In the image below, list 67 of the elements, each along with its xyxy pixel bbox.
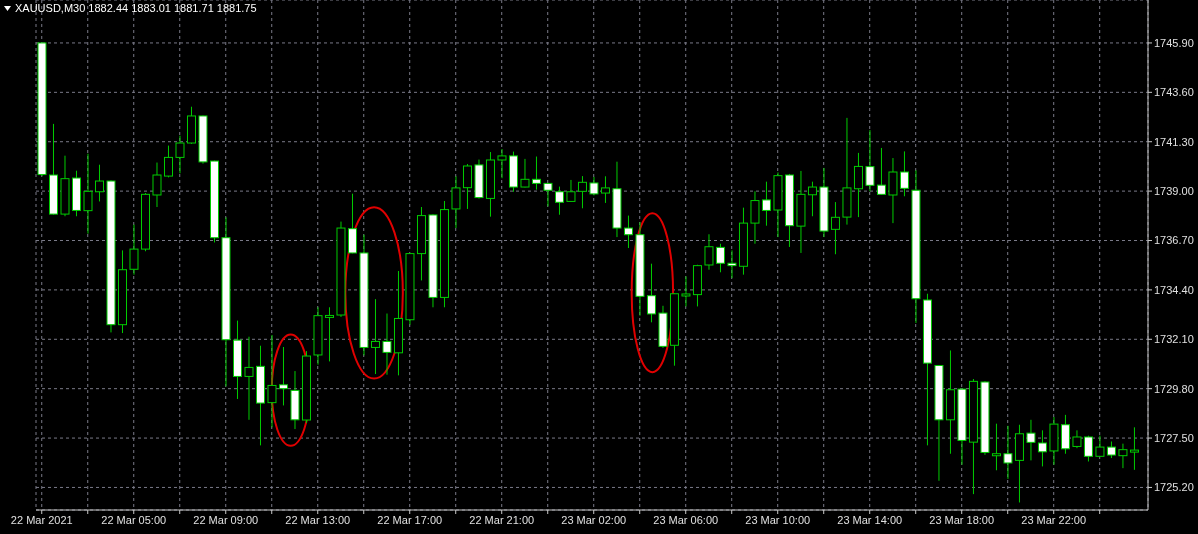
x-tick-label: 23 Mar 18:00: [929, 513, 995, 526]
candlestick: [462, 163, 472, 210]
x-tick-label: 23 Mar 06:00: [653, 513, 719, 526]
x-tick-label: 23 Mar 22:00: [1021, 513, 1087, 526]
x-tick-label: 22 Mar 21:00: [469, 513, 535, 526]
y-tick-label: 1739.00: [1154, 185, 1194, 198]
candlestick: [681, 275, 691, 307]
candlestick: [715, 243, 725, 273]
candlestick: [324, 306, 334, 362]
y-tick-label: 1725.20: [1154, 481, 1194, 494]
x-tick-label: 22 Mar 13:00: [285, 513, 351, 526]
x-tick-label: 23 Mar 14:00: [837, 513, 903, 526]
candlestick: [370, 298, 380, 375]
y-tick-label: 1732.10: [1154, 333, 1194, 346]
candlestick: [129, 224, 139, 276]
x-tick-label: 22 Mar 2021: [10, 513, 73, 526]
candlestick: [244, 336, 254, 421]
candlestick: [623, 215, 633, 249]
candlestick: [1026, 419, 1036, 461]
candlestick: [727, 249, 737, 279]
candlestick: [830, 201, 840, 255]
candlestick: [566, 179, 576, 203]
candlestick: [646, 263, 656, 323]
candlestick: [531, 156, 541, 191]
x-tick-label: 22 Mar 09:00: [193, 513, 259, 526]
y-tick-label: 1741.30: [1154, 135, 1194, 148]
candlestick: [267, 334, 277, 428]
candlestick: [761, 181, 771, 227]
y-tick-label: 1734.40: [1154, 283, 1194, 296]
y-tick-label: 1745.90: [1154, 36, 1194, 49]
candlestick: [577, 175, 587, 209]
candlestick: [750, 190, 760, 245]
candlestick: [95, 164, 104, 202]
candlestick: [520, 158, 530, 188]
candlestick: [853, 152, 863, 218]
candlestick: [1037, 429, 1047, 467]
y-tick-label: 1727.50: [1154, 431, 1194, 444]
y-tick-label: 1729.80: [1154, 382, 1194, 395]
candlestick: [497, 148, 507, 179]
candlestick: [865, 129, 875, 192]
candlestick: [876, 147, 886, 196]
y-tick-label: 1736.70: [1154, 234, 1194, 247]
candlestick: [382, 313, 392, 376]
candlestick: [991, 423, 1001, 471]
candlestick: [1095, 435, 1105, 458]
candlestick: [152, 162, 162, 208]
candlestick: [899, 150, 909, 197]
y-tick-label: 1743.60: [1154, 86, 1194, 99]
candlestick: [278, 346, 288, 406]
candlestick: [1118, 443, 1128, 469]
candlestick: [1083, 435, 1093, 462]
candlestick: [807, 181, 817, 217]
candlestick: [163, 145, 173, 178]
candlestick: [1129, 426, 1139, 471]
x-tick-label: 23 Mar 10:00: [745, 513, 811, 526]
candlestick: [1003, 425, 1013, 480]
candlestick: [888, 157, 898, 224]
chart-title: XAUUSD,M30 1882.44 1883.01 1881.71 1881.75: [15, 2, 257, 14]
x-tick-label: 22 Mar 17:00: [377, 513, 443, 526]
candlestick: [83, 153, 93, 235]
candlestick: [451, 175, 461, 229]
x-tick-label: 22 Mar 05:00: [101, 513, 167, 526]
candlestick: [704, 233, 714, 271]
candlestick: [175, 135, 185, 174]
candlestick: [554, 186, 564, 216]
candlestick: [600, 175, 610, 204]
x-tick-label: 23 Mar 02:00: [561, 513, 627, 526]
